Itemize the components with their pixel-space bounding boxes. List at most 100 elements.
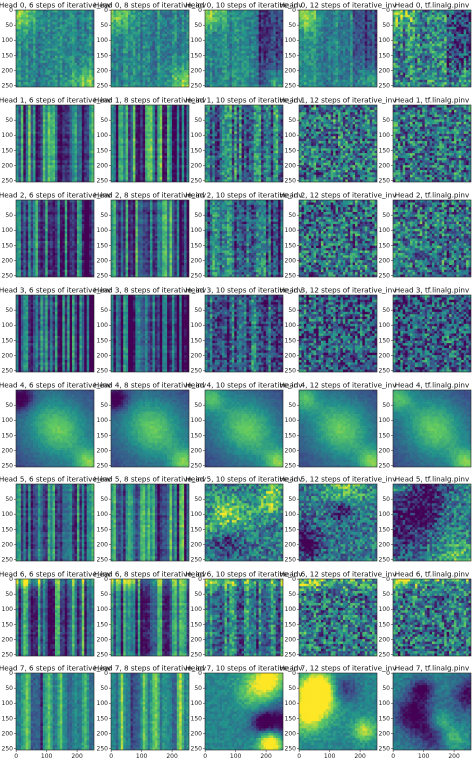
heatmap-cell (261, 22, 264, 25)
heatmap-cell (20, 36, 24, 40)
heatmap-cell (207, 62, 211, 66)
heatmap-cell (171, 48, 175, 52)
heatmap-cell (313, 72, 317, 76)
heatmap-cell (263, 77, 267, 81)
heatmap-cell (219, 50, 223, 54)
heatmap-cell (328, 31, 331, 35)
heatmap-cell (352, 36, 356, 40)
heatmap-cell (50, 34, 53, 37)
heatmap-cell (263, 43, 267, 47)
heatmap-cell (270, 36, 274, 40)
heatmap-cell (28, 48, 31, 52)
heatmap-cell (301, 43, 305, 47)
heatmap-cell (323, 46, 327, 49)
heatmap-cell (50, 19, 53, 23)
heatmap-cell (355, 72, 358, 76)
heatmap-cell (86, 46, 90, 49)
heatmap-cell (33, 10, 36, 13)
heatmap-cell (417, 26, 421, 30)
heatmap-cell (273, 14, 276, 18)
heatmap-cell (179, 41, 182, 44)
heatmap-cell (261, 34, 264, 37)
heatmap-cell (115, 74, 119, 78)
heatmap-cell (111, 77, 114, 81)
heatmap-cell (468, 65, 471, 69)
heatmap-cell (362, 65, 366, 69)
heatmap-cell (270, 84, 274, 87)
heatmap-cell (142, 58, 146, 61)
heatmap-cell (449, 22, 452, 25)
heatmap-cell (132, 65, 136, 69)
heatmap-cell (209, 70, 213, 73)
heatmap-cell (181, 72, 185, 76)
heatmap-cell (212, 62, 216, 66)
heatmap-cell (357, 74, 361, 78)
heatmap-cell (306, 84, 310, 87)
heatmap-cell (113, 67, 117, 71)
heatmap-cell (137, 26, 141, 30)
heatmap-cell (113, 72, 117, 76)
heatmap-cell (301, 58, 305, 61)
heatmap-cell (224, 84, 228, 87)
heatmap-cell (115, 17, 119, 20)
heatmap-cell (231, 14, 235, 18)
heatmap-cell (184, 31, 187, 35)
heatmap-cell (42, 62, 46, 66)
heatmap-cell (355, 74, 358, 78)
heatmap-cell (355, 60, 358, 64)
heatmap-cell (458, 58, 462, 61)
heatmap-cell (350, 14, 353, 18)
heatmap-cell (434, 31, 438, 35)
heatmap-cell (316, 10, 319, 13)
heatmap-cell (214, 22, 218, 25)
heatmap-cell (397, 60, 401, 64)
heatmap-cell (325, 60, 329, 64)
heatmap-cell (355, 19, 358, 23)
heatmap-cell (248, 26, 252, 30)
heatmap-cell (113, 48, 117, 52)
heatmap-cell (374, 82, 377, 85)
heatmap-cell (42, 72, 46, 76)
heatmap-cell (164, 38, 168, 42)
heatmap-cell (463, 50, 467, 54)
heatmap-cell (468, 17, 471, 20)
heatmap-cell (176, 70, 180, 73)
heatmap-cell (30, 12, 34, 16)
heatmap-cell (171, 84, 175, 87)
heatmap-cell (251, 74, 255, 78)
heatmap-cell (453, 29, 457, 32)
heatmap-cell (111, 48, 114, 52)
heatmap-cell (248, 79, 252, 83)
heatmap-cell (212, 12, 216, 16)
heatmap-cell (374, 65, 377, 69)
heatmap-cell (176, 82, 180, 85)
heatmap-cell (179, 58, 182, 61)
heatmap-cell (152, 12, 156, 16)
heatmap-cell (444, 26, 447, 30)
heatmap-cell (328, 17, 331, 20)
heatmap-cell (444, 22, 447, 25)
heatmap-cell (125, 19, 129, 23)
heatmap-cell (174, 17, 178, 20)
heatmap-cell (405, 58, 408, 61)
heatmap-cell (359, 58, 363, 61)
heatmap-cell (313, 24, 317, 28)
heatmap-cell (313, 29, 317, 32)
heatmap-cell (308, 29, 312, 32)
heatmap-cell (357, 34, 361, 37)
heatmap-cell (342, 43, 346, 47)
heatmap-cell (18, 74, 22, 78)
heatmap-cell (72, 84, 75, 87)
y-tick-label: 150 (191, 52, 203, 59)
heatmap-cell (446, 50, 450, 54)
heatmap-cell (359, 38, 363, 42)
heatmap-cell (25, 46, 29, 49)
heatmap-cell (57, 60, 61, 64)
heatmap-cell (25, 19, 29, 23)
heatmap-cell (446, 10, 450, 13)
heatmap-cell (268, 24, 272, 28)
heatmap-cell (171, 36, 175, 40)
heatmap-cell (456, 22, 460, 25)
heatmap-cell (205, 38, 208, 42)
heatmap-cell (224, 70, 228, 73)
